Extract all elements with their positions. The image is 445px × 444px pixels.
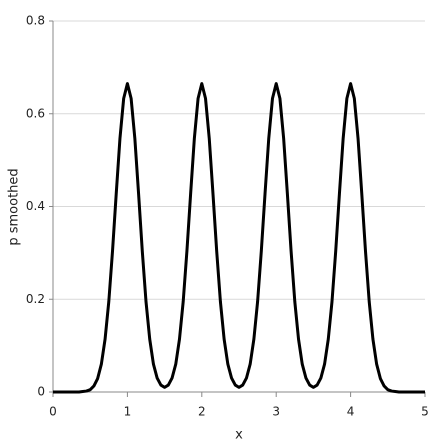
- line-series: [53, 82, 425, 394]
- x-tick-label: 2: [198, 405, 206, 419]
- y-tick-label: 0.8: [26, 14, 45, 28]
- y-tick-label: 0.6: [26, 106, 45, 120]
- y-axis-label: p smoothed: [7, 168, 22, 245]
- x-tick-label: 1: [124, 405, 132, 419]
- x-tick-label: 0: [49, 405, 57, 419]
- x-tick-label: 5: [421, 405, 429, 419]
- x-tick-label: 4: [347, 405, 355, 419]
- y-tick-label: 0.4: [26, 199, 45, 213]
- x-tick-label: 3: [272, 405, 280, 419]
- x-axis-label: x: [235, 428, 243, 443]
- y-tick-label: 0: [37, 385, 45, 399]
- y-tick-label: 0.2: [26, 292, 45, 306]
